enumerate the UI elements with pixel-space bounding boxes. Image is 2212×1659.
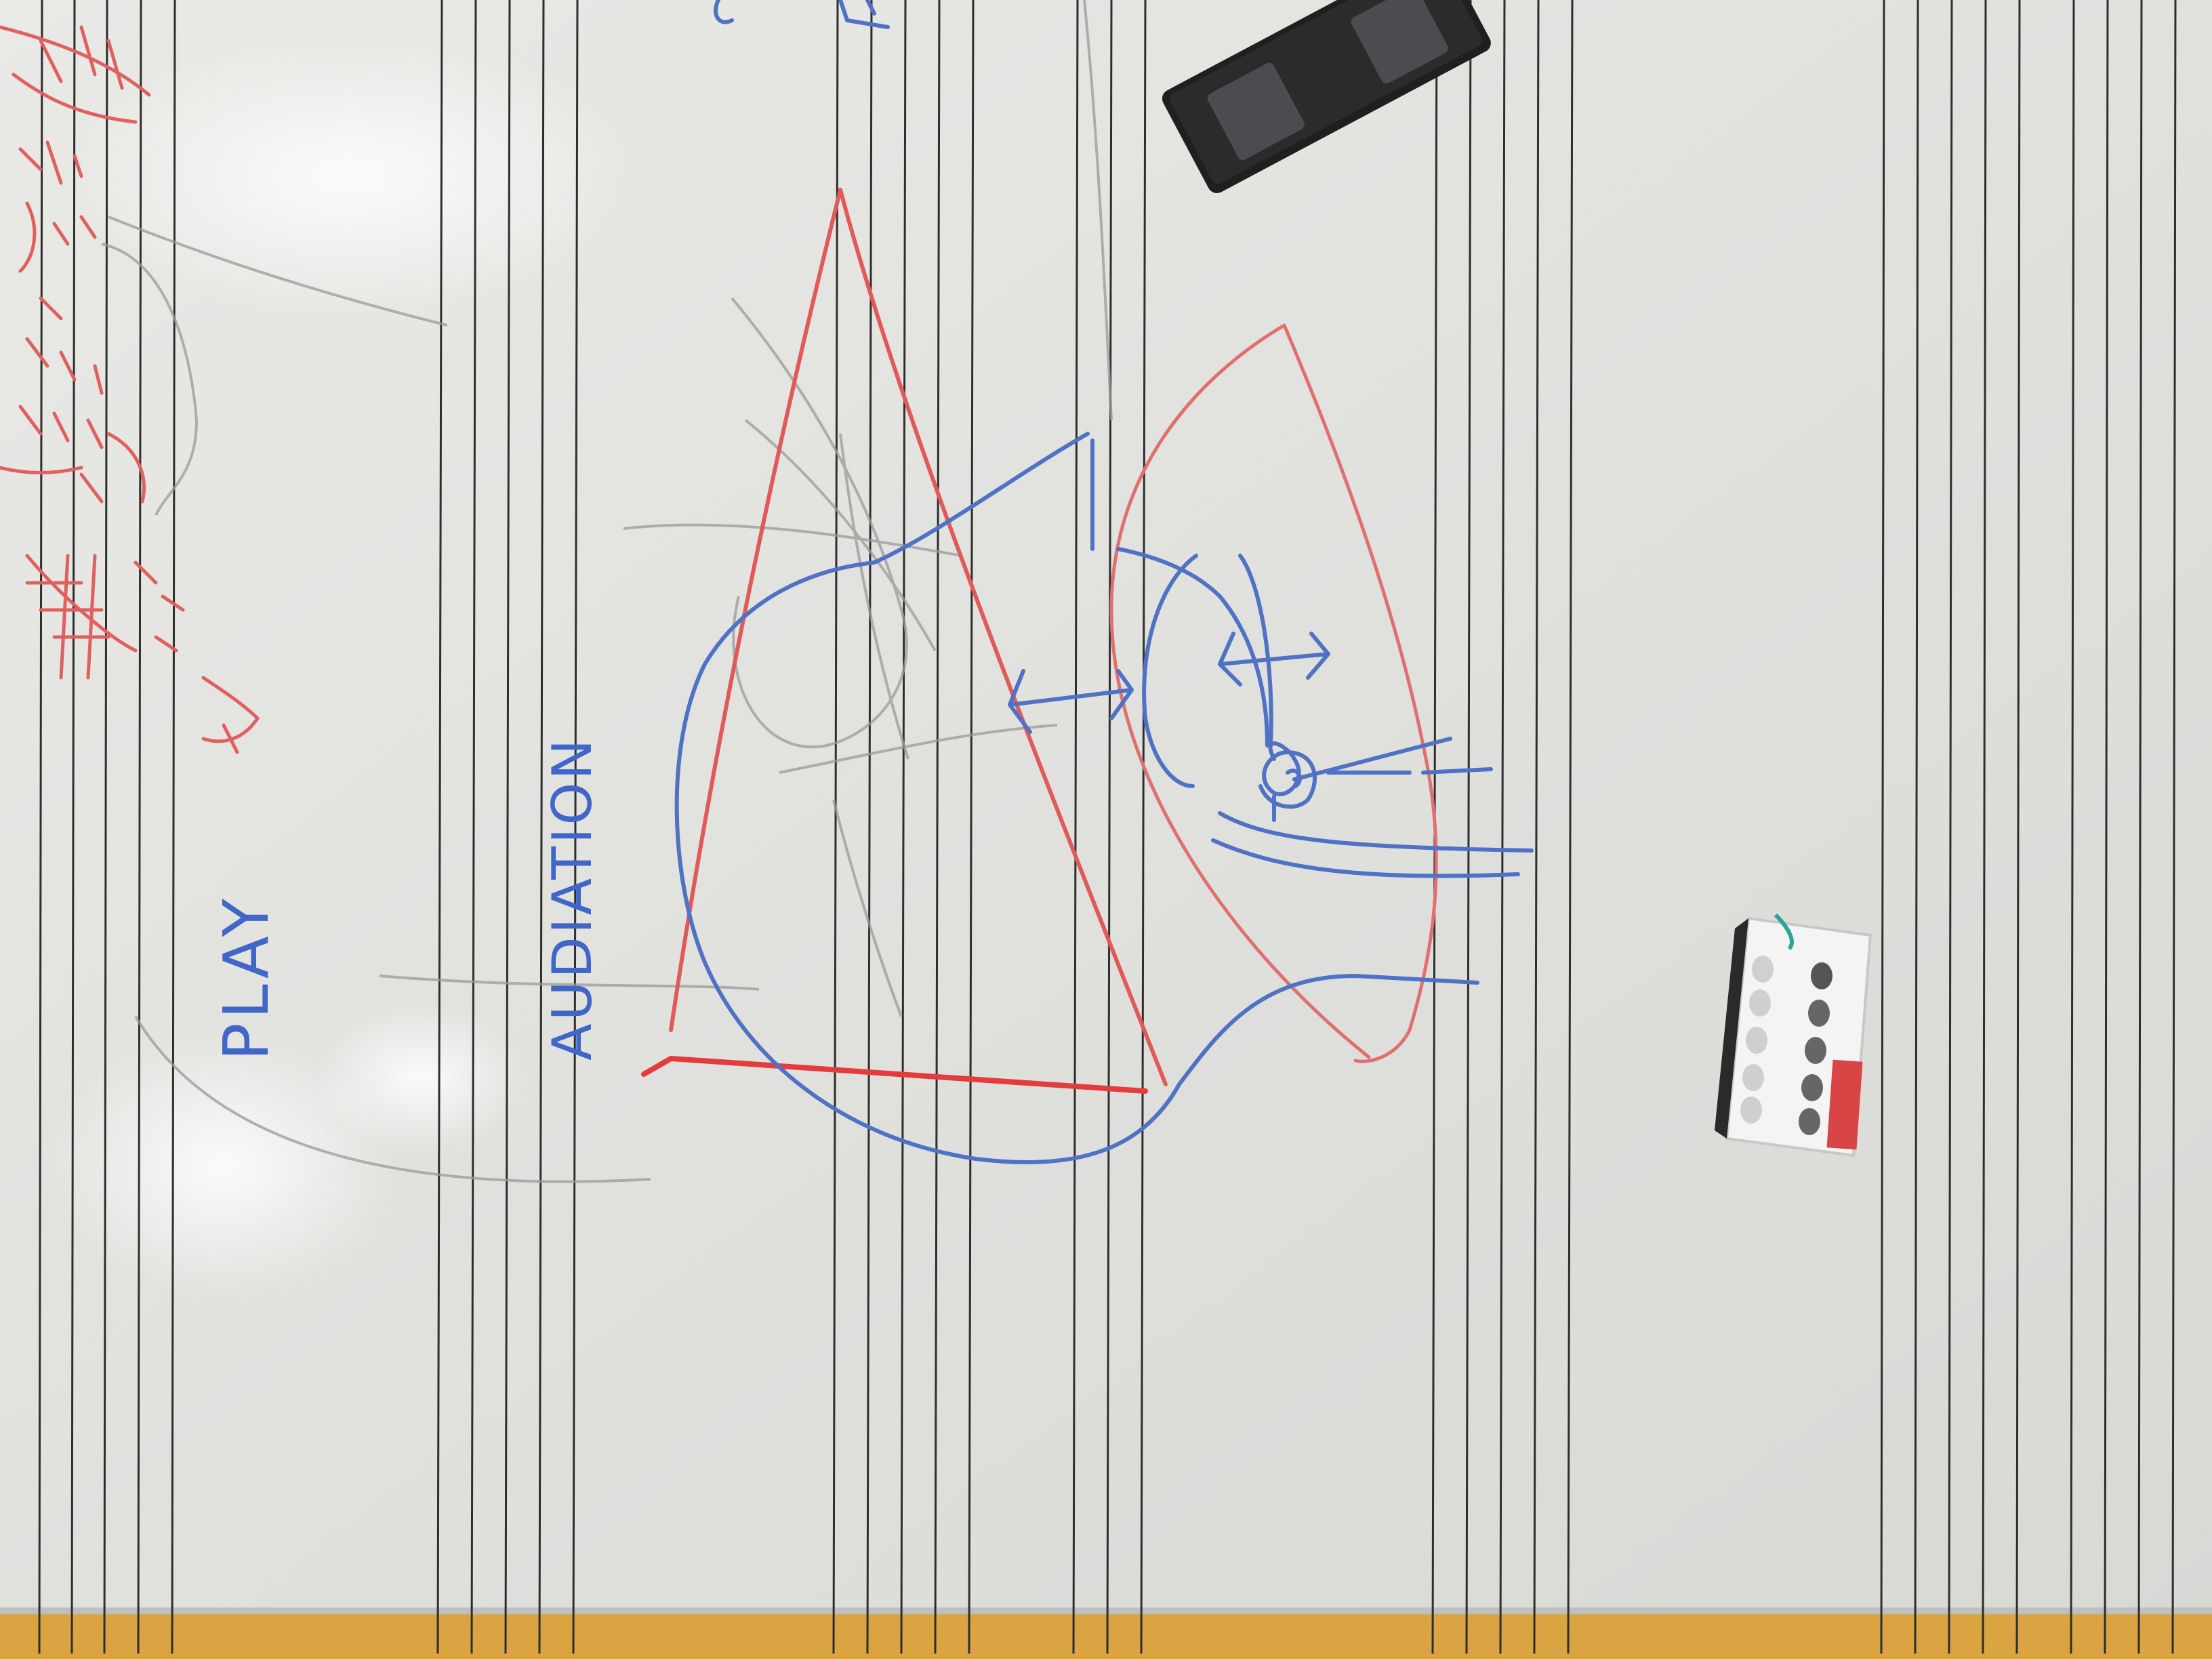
- play-text: PLAY: [210, 895, 283, 1061]
- red-leaf-shape: [1109, 323, 1438, 1063]
- eraser-magnet: [1207, 62, 1305, 160]
- red-partial-writing: [0, 25, 260, 754]
- blue-partial-writing-top: [714, 0, 890, 29]
- blue-head-drawing: [674, 432, 1534, 1164]
- staff-lines: [38, 0, 2177, 1654]
- eraser: [1162, 0, 1491, 193]
- ear-spiral: [1258, 741, 1317, 809]
- erased-pencil-marks: [101, 0, 1113, 1183]
- red-triangle: [669, 188, 1168, 1086]
- double-arrow-left: [1008, 669, 1134, 734]
- label-audiation: AUDIATION: [541, 737, 604, 1061]
- audiation-text: AUDIATION: [541, 737, 604, 1061]
- marker-holder-tag: [1826, 1059, 1863, 1150]
- light-reflections: [47, 34, 637, 1301]
- label-play: PLAY: [210, 895, 283, 1061]
- board-frame-edge: [0, 1613, 2212, 1659]
- red-triangle-base: [641, 1055, 1148, 1094]
- marker-holder: [1715, 913, 1872, 1158]
- double-arrow-right: [1218, 632, 1330, 687]
